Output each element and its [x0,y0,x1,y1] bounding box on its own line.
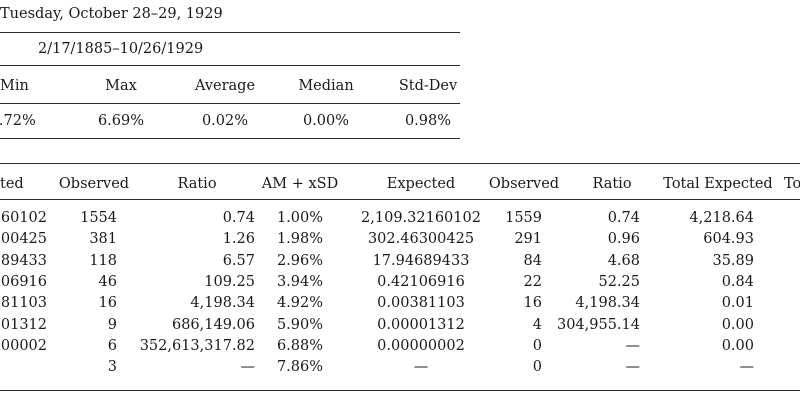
cell-total-expected: 0.00 [721,337,754,354]
cell-observed-2: 4 [532,316,542,333]
cell-observed: 16 [98,295,117,312]
cell-ratio: 1.26 [222,231,255,248]
cell-ratio-2: — [625,359,641,376]
summary-period: 2/17/1885–10/26/1929 [38,41,204,57]
cell-observed: 3 [107,359,117,376]
cell-expected-cut: 106916 [0,273,47,290]
detail-top-rule [0,163,800,164]
cell-expected: — [413,359,429,376]
cell-total-expected: 4,218.64 [689,210,754,226]
cell-observed: 1554 [80,210,117,226]
summary-value-median: 0.00% [302,113,350,129]
cell-ratio-2: 0.74 [607,210,640,226]
detail-header-total-cut: To [784,176,800,192]
cell-observed-2: 0 [532,337,542,354]
summary-bottom-rule [0,138,460,139]
summary-header-rule-top [0,65,460,66]
cell-expected-cut: 689433 [0,252,47,269]
summary-header-max: Max [105,78,137,94]
cell-am-xsd: 1.00% [276,210,324,226]
cell-ratio-2: 4,198.34 [575,295,640,312]
detail-header-am-xsd: AM + xSD [261,176,339,192]
cell-am-xsd: 1.98% [276,231,324,248]
cell-observed: 118 [89,252,117,269]
cell-ratio: 352,613,317.82 [139,337,255,354]
cell-observed-2: 0 [532,359,542,376]
cell-expected-cut: 160102 [0,210,47,226]
cell-expected: 0.42106916 [377,273,465,290]
cell-total-expected: — [739,359,755,376]
cell-expected: 0.00000002 [377,337,465,354]
cell-ratio-2: 0.96 [607,231,640,248]
cell-total-expected: 35.89 [712,252,754,269]
cell-expected-cut: 300425 [0,231,47,248]
detail-bottom-rule [0,390,800,391]
cell-expected: 0.00381103 [377,295,465,312]
cell-expected: 0.00001312 [377,316,465,333]
cell-am-xsd: 5.90% [276,316,324,333]
detail-header-rule [0,199,800,200]
summary-value-min: -.72% [0,113,36,129]
detail-header-observed-2: Observed [488,176,560,192]
cell-expected-cut: 001312 [0,316,47,333]
table-caption: Tuesday, October 28–29, 1929 [0,6,223,22]
detail-header-ratio: Ratio [177,176,217,192]
summary-value-average: 0.02% [201,113,249,129]
cell-total-expected: 604.93 [703,231,754,248]
cell-ratio: 6.57 [222,252,255,269]
cell-expected: 302.46300425 [367,231,475,248]
cell-observed: 381 [89,231,117,248]
cell-ratio-2: 52.25 [598,273,640,290]
cell-ratio-2: — [625,337,641,354]
cell-total-expected: 0.01 [721,295,754,312]
summary-header-min: Min [0,78,29,94]
cell-ratio: 686,149.06 [171,316,255,333]
summary-value-max: 6.69% [97,113,145,129]
cell-observed-2: 16 [523,295,542,312]
cell-ratio: 0.74 [222,210,255,226]
detail-header-expected-cut: ted [0,176,24,192]
cell-am-xsd: 2.96% [276,252,324,269]
cell-ratio-2: 304,955.14 [556,316,640,333]
cell-expected: 17.94689433 [372,252,470,269]
cell-total-expected: 0.00 [721,316,754,333]
detail-header-total-expected: Total Expected [663,176,773,192]
cell-expected: 2,109.32160102 [361,210,481,226]
cell-am-xsd: 6.88% [276,337,324,354]
cell-observed-2: 22 [523,273,542,290]
cell-am-xsd: 3.94% [276,273,324,290]
cell-expected-cut: 381103 [0,295,47,312]
cell-ratio: 109.25 [204,273,255,290]
summary-header-stddev: Std-Dev [398,78,458,94]
cell-observed-2: 84 [523,252,542,269]
cell-ratio-2: 4.68 [607,252,640,269]
summary-header-average: Average [194,78,256,94]
cell-observed: 9 [107,316,117,333]
detail-header-ratio-2: Ratio [592,176,632,192]
cell-total-expected: 0.84 [721,273,754,290]
cell-observed-2: 1559 [505,210,542,226]
cell-ratio: — [240,359,256,376]
cell-observed: 6 [107,337,117,354]
summary-top-rule [0,32,460,33]
summary-header-median: Median [298,78,354,94]
summary-header-rule-bottom [0,103,460,104]
summary-value-stddev: 0.98% [404,113,452,129]
cell-am-xsd: 7.86% [276,359,324,376]
cell-observed: 46 [98,273,117,290]
cell-am-xsd: 4.92% [276,295,324,312]
detail-header-observed: Observed [58,176,130,192]
cell-ratio: 4,198.34 [190,295,255,312]
detail-header-expected: Expected [386,176,456,192]
cell-expected-cut: 000002 [0,337,47,354]
cell-observed-2: 291 [514,231,542,248]
